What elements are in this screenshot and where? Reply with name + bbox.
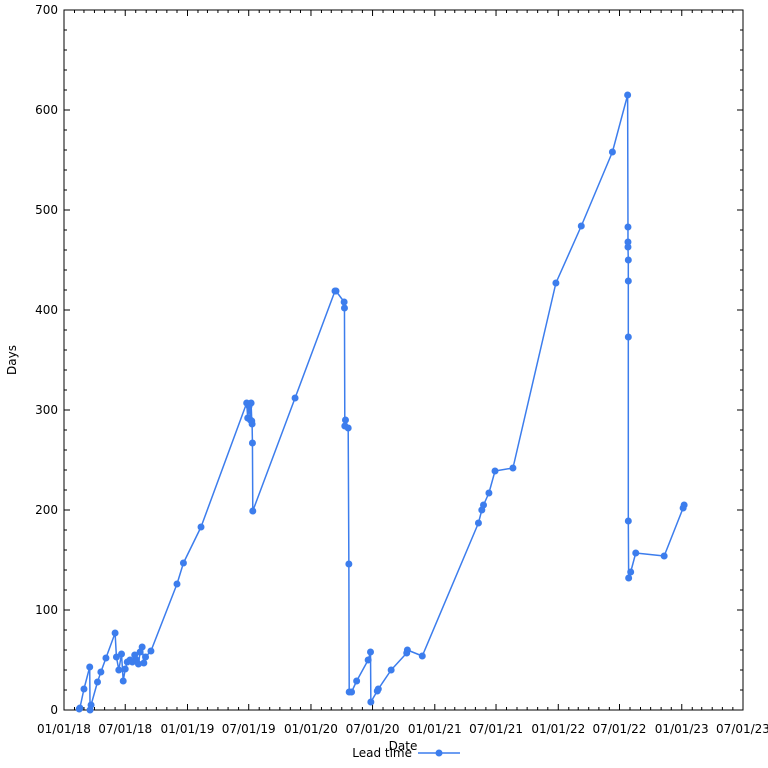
data-point — [624, 256, 632, 264]
y-tick-label: 200 — [35, 503, 58, 517]
data-point — [80, 685, 88, 693]
data-point — [87, 701, 95, 709]
data-point — [403, 646, 411, 654]
data-point — [118, 650, 126, 658]
legend: Lead time — [352, 746, 460, 760]
data-point — [624, 238, 632, 246]
data-point — [340, 298, 348, 306]
data-point — [112, 653, 120, 661]
data-point — [418, 652, 426, 660]
y-tick-label: 400 — [35, 303, 58, 317]
y-tick-label: 600 — [35, 103, 58, 117]
x-tick-label: 01/01/19 — [161, 722, 215, 736]
x-tick-label: 07/01/18 — [98, 722, 152, 736]
data-point — [680, 501, 688, 509]
data-point — [624, 91, 632, 99]
data-point — [248, 439, 256, 447]
data-point — [660, 552, 668, 560]
data-point — [179, 559, 187, 567]
y-tick-label: 100 — [35, 603, 58, 617]
data-point — [624, 333, 632, 341]
x-tick-label: 01/01/20 — [284, 722, 338, 736]
x-tick-label: 07/01/20 — [346, 722, 400, 736]
data-point — [142, 653, 150, 661]
x-tick-label: 01/01/23 — [655, 722, 709, 736]
data-point — [197, 523, 205, 531]
data-point — [140, 659, 148, 667]
plot-frame — [63, 9, 744, 711]
data-point — [374, 685, 382, 693]
data-point — [364, 656, 372, 664]
x-axis-title: Date — [389, 739, 418, 753]
x-tick-label: 07/01/21 — [469, 722, 523, 736]
x-tick-label: 07/01/19 — [222, 722, 276, 736]
y-axis-title: Days — [5, 345, 19, 375]
data-point — [474, 519, 482, 527]
data-point — [248, 420, 256, 428]
data-point — [624, 277, 632, 285]
x-tick-label: 07/01/23 — [716, 722, 768, 736]
data-point — [121, 665, 129, 673]
y-tick-label: 0 — [50, 703, 58, 717]
data-point — [247, 399, 255, 407]
data-point — [340, 304, 348, 312]
data-point — [627, 568, 635, 576]
data-point — [76, 704, 84, 712]
data-point — [119, 677, 127, 685]
data-point — [345, 560, 353, 568]
legend-marker-swatch — [435, 749, 443, 757]
data-point — [147, 647, 155, 655]
series-layer — [75, 91, 688, 714]
data-point — [111, 629, 119, 637]
data-point — [115, 666, 123, 674]
data-point — [173, 580, 181, 588]
data-point — [86, 663, 94, 671]
data-point — [344, 424, 352, 432]
data-point — [485, 489, 493, 497]
data-point — [552, 279, 560, 287]
data-point — [624, 517, 632, 525]
y-tick-label: 700 — [35, 3, 58, 17]
data-point — [387, 666, 395, 674]
data-point — [332, 287, 340, 295]
data-point — [249, 507, 257, 515]
data-point — [138, 643, 146, 651]
x-tick-label: 01/01/18 — [37, 722, 91, 736]
data-point — [97, 668, 105, 676]
data-point — [624, 223, 632, 231]
data-point — [348, 688, 356, 696]
data-point — [367, 648, 375, 656]
y-tick-label: 300 — [35, 403, 58, 417]
data-point — [480, 501, 488, 509]
data-point — [353, 677, 361, 685]
data-point — [624, 243, 632, 251]
data-point — [491, 467, 499, 475]
data-point — [608, 148, 616, 156]
x-tick-label: 01/01/21 — [408, 722, 462, 736]
series-line-lead-time — [78, 94, 685, 711]
data-point — [291, 394, 299, 402]
axes-layer: 0 100 200 300 400 500 600 700 01/01/18 07/01/18 01… — [35, 3, 768, 736]
data-point — [102, 654, 110, 662]
x-tick-label: 01/01/22 — [531, 722, 585, 736]
data-point — [577, 222, 585, 230]
legend-series-label: Lead time — [352, 746, 412, 760]
x-tick-label: 07/01/22 — [593, 722, 647, 736]
data-point — [632, 549, 640, 557]
y-tick-label: 500 — [35, 203, 58, 217]
data-point — [134, 660, 142, 668]
data-point — [625, 574, 633, 582]
data-point — [367, 698, 375, 706]
data-point — [341, 416, 349, 424]
data-point — [93, 678, 101, 686]
data-point — [509, 464, 517, 472]
